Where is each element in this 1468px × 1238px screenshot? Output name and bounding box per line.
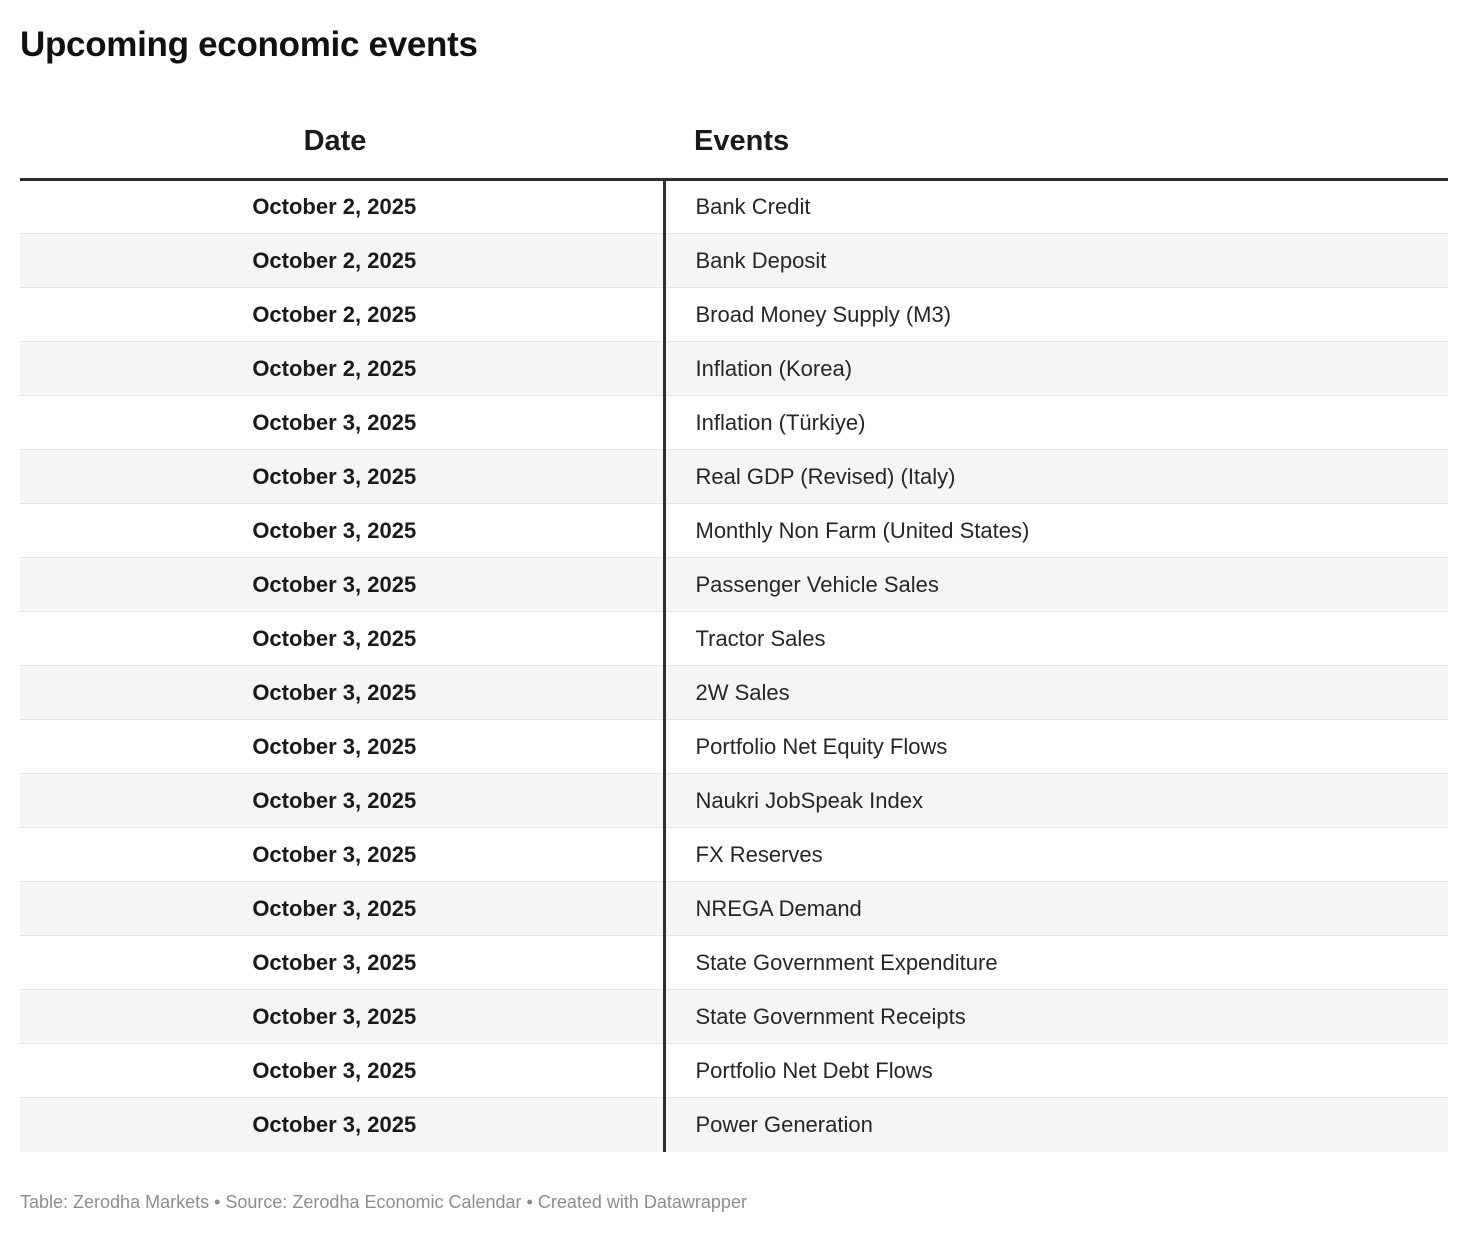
date-cell: October 3, 2025 <box>20 935 666 990</box>
table-row: October 3, 2025 Passenger Vehicle Sales <box>20 557 1448 612</box>
event-cell: Real GDP (Revised) (Italy) <box>664 449 1448 504</box>
table-row: October 3, 2025 Real GDP (Revised) (Ital… <box>20 449 1448 504</box>
date-cell: October 3, 2025 <box>20 989 666 1044</box>
event-cell: Portfolio Net Debt Flows <box>664 1043 1448 1098</box>
table-row: October 3, 2025 Monthly Non Farm (United… <box>20 503 1448 558</box>
table-row: October 3, 2025 Power Generation <box>20 1097 1448 1152</box>
event-cell: Power Generation <box>664 1097 1448 1152</box>
event-cell: Tractor Sales <box>664 611 1448 666</box>
date-cell: October 3, 2025 <box>20 557 666 612</box>
table-row: October 3, 2025 Portfolio Net Debt Flows <box>20 1043 1448 1098</box>
table-row: October 3, 2025 Tractor Sales <box>20 611 1448 666</box>
table-row: October 2, 2025 Broad Money Supply (M3) <box>20 287 1448 342</box>
event-cell: Passenger Vehicle Sales <box>664 557 1448 612</box>
event-cell: Inflation (Korea) <box>664 341 1448 396</box>
table-row: October 3, 2025 State Government Receipt… <box>20 989 1448 1044</box>
event-cell: Naukri JobSpeak Index <box>664 773 1448 828</box>
event-cell: Inflation (Türkiye) <box>664 395 1448 450</box>
table-row: October 2, 2025 Inflation (Korea) <box>20 341 1448 396</box>
date-cell: October 3, 2025 <box>20 1043 666 1098</box>
date-cell: October 2, 2025 <box>20 287 666 342</box>
table-row: October 3, 2025 Inflation (Türkiye) <box>20 395 1448 450</box>
event-cell: Bank Credit <box>695 194 811 219</box>
date-cell: October 2, 2025 <box>20 179 666 234</box>
date-cell: October 3, 2025 <box>20 827 666 882</box>
header-row: Date Events <box>20 65 1448 181</box>
event-cell: FX Reserves <box>664 827 1448 882</box>
table-row: October 3, 2025 NREGA Demand <box>20 881 1448 936</box>
table-row: October 3, 2025 FX Reserves <box>20 827 1448 882</box>
table-row: October 3, 2025 2W Sales <box>20 665 1448 720</box>
table-row: October 3, 2025 State Government Expendi… <box>20 935 1448 990</box>
date-cell: October 3, 2025 <box>20 611 666 666</box>
date-cell: October 3, 2025 <box>20 1097 666 1152</box>
column-header-events: Events <box>664 65 1448 181</box>
event-cell: State Government Expenditure <box>664 935 1448 990</box>
event-cell: Bank Deposit <box>664 233 1448 288</box>
table-row: October 2, 2025 Bank Deposit <box>20 233 1448 288</box>
table-header: Date Events <box>20 65 1448 181</box>
chart-title: Upcoming economic events <box>20 25 478 64</box>
date-cell: October 3, 2025 <box>20 665 666 720</box>
date-cell: October 2, 2025 <box>20 233 666 288</box>
date-cell: October 3, 2025 <box>20 773 666 828</box>
date-cell: October 3, 2025 <box>20 395 666 450</box>
events-table: Date Events October 2, 2025 Bank Credit … <box>20 65 1448 1152</box>
attribution-footer: Table: Zerodha Markets • Source: Zerodha… <box>20 1191 747 1212</box>
event-cell: State Government Receipts <box>664 989 1448 1044</box>
date-cell: October 3, 2025 <box>20 449 666 504</box>
table-row: October 2, 2025 Bank Credit <box>20 179 1448 234</box>
event-cell: Broad Money Supply (M3) <box>664 287 1448 342</box>
table-body: October 2, 2025 Bank Credit October 2, 2… <box>20 179 1448 1152</box>
date-cell: October 3, 2025 <box>20 881 666 936</box>
event-cell: Monthly Non Farm (United States) <box>664 503 1448 558</box>
column-header-date: Date <box>20 65 664 181</box>
date-cell: October 3, 2025 <box>20 503 666 558</box>
date-cell: October 2, 2025 <box>20 341 666 396</box>
date-cell: October 3, 2025 <box>20 719 666 774</box>
event-cell: NREGA Demand <box>664 881 1448 936</box>
table-row: October 3, 2025 Portfolio Net Equity Flo… <box>20 719 1448 774</box>
table-row: October 3, 2025 Naukri JobSpeak Index <box>20 773 1448 828</box>
event-cell: 2W Sales <box>664 665 1448 720</box>
event-cell: Portfolio Net Equity Flows <box>664 719 1448 774</box>
